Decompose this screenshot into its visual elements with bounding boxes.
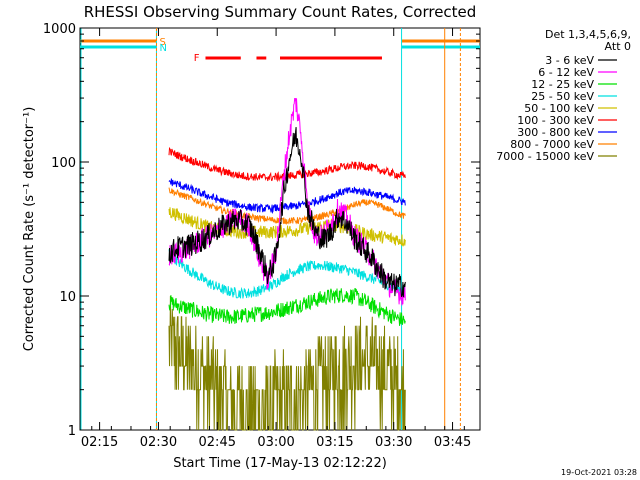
legend-label: 6 - 12 keV [538,66,594,79]
x-tick-label: 03:45 [434,435,471,450]
timestamp: 19-Oct-2021 03:28 [561,468,637,477]
legend-label: 800 - 7000 keV [510,138,594,151]
annotation-s: S [159,37,165,48]
y-tick-label: 10 [59,290,76,305]
legend-label: 3 - 6 keV [545,54,594,67]
series-0 [168,127,406,298]
axes-layer: 02:15 02:30 02:45 03:00 03:15 03:30 03:45 1 10 10… [43,22,480,450]
series-2 [168,288,406,326]
x-tick-label: 02:30 [140,435,177,450]
x-axis-label: Start Time (17-May-13 02:12:22) [173,456,387,471]
legend-label: 7000 - 15000 keV [496,150,594,163]
y-tick-label: 1000 [43,22,76,37]
x-tick-label: 02:45 [199,435,236,450]
series-layer [168,97,406,431]
chart-title: RHESSI Observing Summary Count Rates, Co… [84,3,477,21]
annotation-n: N [159,43,166,54]
legend-label: 100 - 300 keV [517,114,594,127]
decor-layer: SN F [80,28,480,430]
series-7 [168,187,406,225]
legend-header: Det 1,3,4,5,6,9, [545,28,631,41]
legend-header: Att 0 [605,40,631,53]
series-8 [168,295,406,431]
series-6 [168,178,406,215]
legend-label: 12 - 25 keV [531,78,594,91]
series-3 [168,249,406,299]
y-tick-label: 1 [68,424,76,439]
x-tick-label: 03:15 [316,435,353,450]
x-tick-label: 02:15 [81,435,118,450]
y-tick-label: 100 [51,156,76,171]
y-axis-label: Corrected Count Rate (s⁻¹ detector⁻¹) [22,107,37,352]
legend-label: 300 - 800 keV [517,126,594,139]
x-tick-label: 03:00 [257,435,294,450]
annotation-f: F [194,53,200,64]
legend-label: 50 - 100 keV [524,102,594,115]
legend-label: 25 - 50 keV [531,90,594,103]
x-tick-label: 03:30 [375,435,412,450]
